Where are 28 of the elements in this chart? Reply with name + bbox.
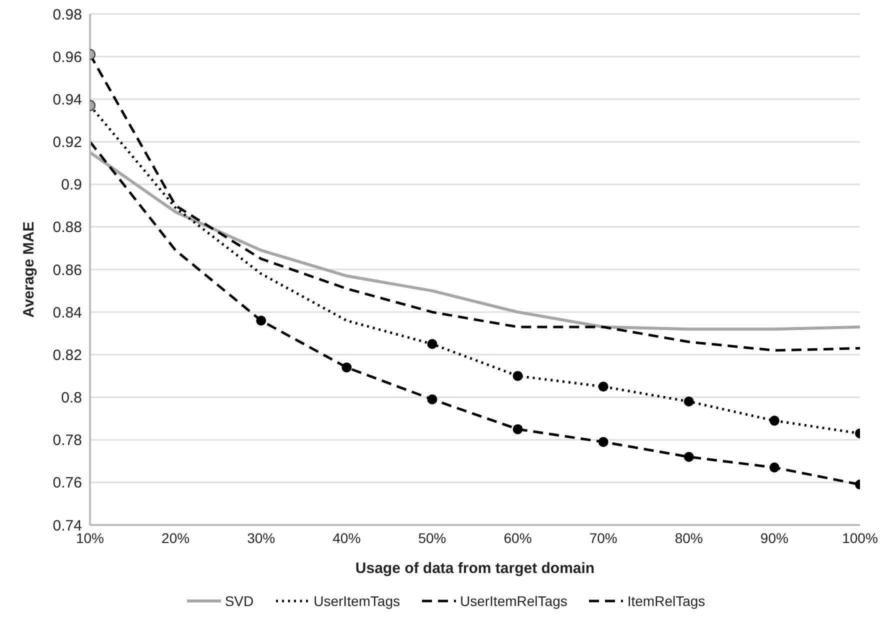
y-axis-title: Average MAE: [20, 221, 38, 318]
x-tick-label: 80%: [674, 530, 703, 546]
x-axis-title: Usage of data from target domain: [355, 560, 595, 577]
legend-label: ItemRelTags: [627, 593, 706, 609]
x-tick-label: 50%: [418, 530, 446, 546]
y-tick-label: 0.96: [52, 48, 82, 66]
y-tick-label: 0.86: [52, 262, 82, 279]
x-tick-label: 60%: [504, 530, 532, 546]
y-tick-label: 0.78: [52, 432, 82, 450]
y-tick-label: 0.92: [52, 134, 82, 152]
y-tick-label: 0.98: [52, 6, 82, 24]
x-tick-label: 20%: [162, 530, 190, 546]
y-tick-label: 0.8: [61, 390, 82, 407]
legend-label: UserItemTags: [314, 593, 400, 609]
legend-label: UserItemRelTags: [460, 593, 568, 609]
y-tick-label: 0.94: [52, 91, 82, 108]
x-tick-label: 90%: [760, 530, 788, 546]
line-series: [90, 150, 860, 331]
y-tick-label: 0.84: [52, 304, 82, 322]
x-tick-label: 30%: [247, 530, 276, 546]
x-tick-label: 70%: [589, 530, 618, 546]
x-tick-label: 100%: [842, 530, 878, 546]
y-tick-label: 0.88: [52, 219, 82, 236]
y-tick-label: 0.82: [52, 346, 82, 364]
y-tick-label: 0.9: [61, 176, 82, 194]
legend-label: SVD: [224, 593, 254, 609]
y-tick-label: 0.76: [52, 474, 82, 492]
x-tick-label: 40%: [332, 530, 361, 546]
